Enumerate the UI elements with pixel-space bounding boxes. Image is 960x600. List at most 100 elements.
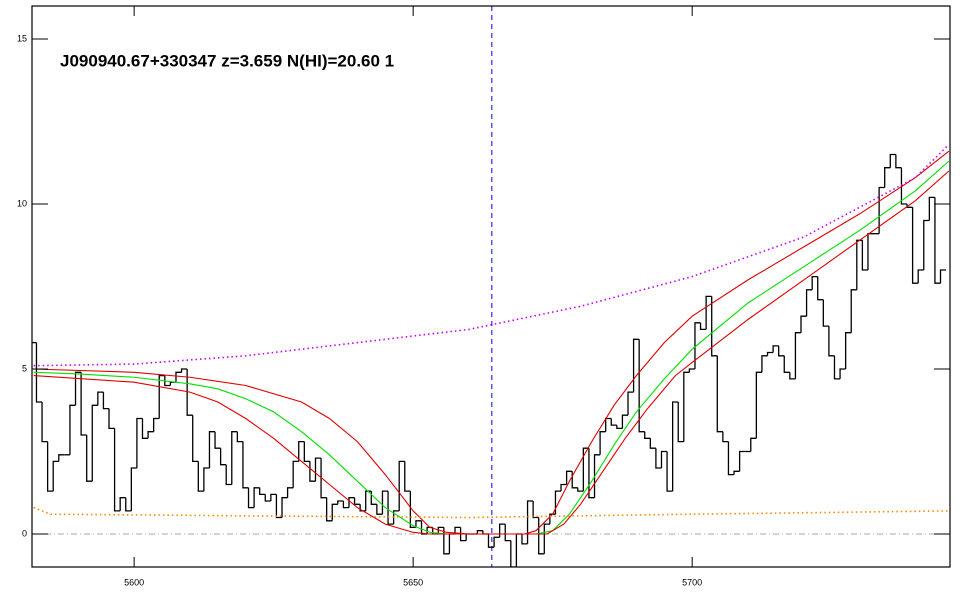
flux-step xyxy=(800,315,807,333)
flux-step xyxy=(621,414,629,429)
flux-step xyxy=(510,540,517,567)
flux-step xyxy=(499,523,506,538)
flux-step xyxy=(616,425,623,430)
flux-step xyxy=(939,269,947,284)
flux-step xyxy=(711,296,718,357)
flux-step xyxy=(610,418,617,426)
flux-step xyxy=(805,289,813,317)
flux-step xyxy=(153,417,160,432)
flux-step xyxy=(331,503,338,521)
flux-step xyxy=(102,392,110,410)
flux-step xyxy=(878,186,885,234)
flux-step xyxy=(365,490,372,511)
flux-step xyxy=(292,460,299,488)
flux-step xyxy=(147,431,154,439)
flux-step xyxy=(52,460,59,492)
flux-step xyxy=(41,402,48,443)
flux-step xyxy=(326,497,333,522)
flux-step xyxy=(688,368,695,373)
flux-step xyxy=(487,534,495,548)
flux-step xyxy=(281,497,288,518)
flux-step xyxy=(35,342,43,403)
flux-step xyxy=(465,533,472,541)
flux-step xyxy=(476,530,483,534)
flux-step xyxy=(342,501,349,509)
flux-step xyxy=(136,417,143,468)
flux-step xyxy=(627,391,634,416)
flux-step xyxy=(705,295,712,330)
flux-step xyxy=(409,491,416,529)
dotted-curve xyxy=(33,144,950,367)
flux-step xyxy=(638,339,645,433)
flux-step xyxy=(504,524,511,542)
flux-step xyxy=(794,332,801,379)
flux-step xyxy=(660,450,668,468)
flux-step xyxy=(348,497,355,508)
flux-step xyxy=(694,322,701,369)
flux-step xyxy=(588,448,595,499)
flux-step xyxy=(214,431,221,449)
model-curve xyxy=(33,150,950,535)
flux-step xyxy=(58,454,65,462)
flux-step xyxy=(677,402,684,443)
flux-step xyxy=(108,408,115,430)
flux-step xyxy=(320,458,327,499)
flux-step xyxy=(158,374,165,419)
flux-step xyxy=(381,490,389,515)
flux-step xyxy=(716,355,723,433)
flux-step xyxy=(671,401,679,492)
flux-step xyxy=(80,372,87,436)
flux-step xyxy=(91,404,98,482)
flux-step xyxy=(844,332,852,369)
flux-step xyxy=(208,431,216,468)
flux-step xyxy=(186,369,193,416)
flux-step xyxy=(242,441,249,489)
flux-step xyxy=(766,351,774,356)
flux-step xyxy=(666,451,673,492)
flux-step xyxy=(521,534,528,545)
flux-step xyxy=(225,464,232,486)
flux-step xyxy=(404,461,411,492)
flux-step xyxy=(86,435,93,482)
flux-step xyxy=(889,153,896,168)
flux-step xyxy=(376,504,383,515)
flux-step xyxy=(164,375,171,387)
plot-frame xyxy=(31,5,951,568)
flux-step xyxy=(353,497,361,505)
flux-step xyxy=(448,533,456,554)
x-tick-label: 5600 xyxy=(124,577,144,587)
flux-step xyxy=(74,371,82,406)
flux-step xyxy=(259,487,266,496)
flux-step xyxy=(236,431,243,443)
flux-step xyxy=(175,371,182,383)
flux-step xyxy=(722,431,729,443)
flux-step xyxy=(911,207,919,284)
flux-step xyxy=(538,517,545,555)
flux-step xyxy=(884,167,891,188)
flux-step xyxy=(928,196,935,221)
flux-step xyxy=(850,289,857,333)
flux-step xyxy=(738,450,746,472)
flux-step xyxy=(789,372,796,380)
flux-step xyxy=(560,483,567,492)
flux-step xyxy=(264,494,271,502)
flux-step xyxy=(699,322,707,331)
model-curve xyxy=(33,170,950,535)
flux-step xyxy=(761,355,768,373)
flux-step xyxy=(337,500,344,505)
flux-step xyxy=(303,441,310,463)
flux-step xyxy=(247,487,255,509)
y-tick-label: 5 xyxy=(22,363,27,373)
flux-step xyxy=(867,233,874,270)
flux-step xyxy=(727,441,735,476)
flux-step xyxy=(772,345,779,353)
flux-step xyxy=(392,510,400,525)
flux-step xyxy=(549,513,556,525)
flux-step xyxy=(582,447,589,492)
model-curve xyxy=(33,160,950,535)
flux-step xyxy=(750,437,757,452)
flux-step xyxy=(370,491,377,505)
flux-step xyxy=(253,487,260,508)
flux-step xyxy=(565,470,573,485)
flux-step xyxy=(778,345,785,357)
